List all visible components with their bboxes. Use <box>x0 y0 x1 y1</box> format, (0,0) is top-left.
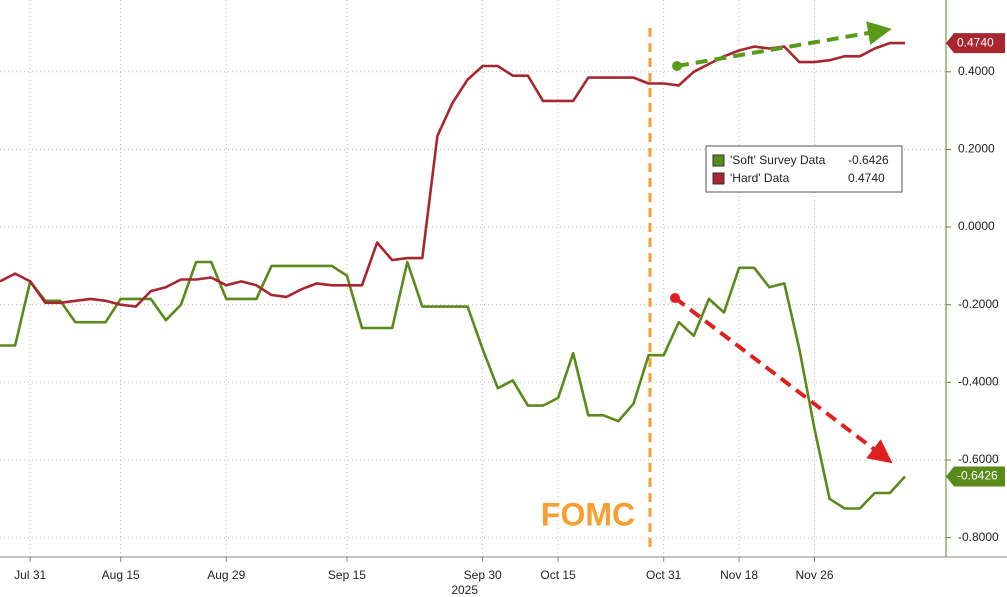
x-tick-label: Aug 15 <box>102 568 140 582</box>
y-tick-label: 0.2000 <box>958 142 995 156</box>
legend-value: -0.6426 <box>848 153 889 167</box>
arrow-start <box>672 61 682 71</box>
grid <box>0 0 946 557</box>
last-value-tag <box>946 466 1005 487</box>
x-tick-label: Sep 30 <box>464 568 502 582</box>
legend-swatch <box>712 172 725 185</box>
trend-arrow <box>676 21 892 68</box>
legend-label: 'Hard' Data <box>730 171 790 185</box>
y-tick-label: 0.4000 <box>958 64 995 78</box>
trend-arrow <box>673 296 893 464</box>
last-value-label: 0.4740 <box>957 35 994 49</box>
series-line <box>0 41 905 308</box>
x-tick-label: Oct 31 <box>646 568 682 582</box>
y-tick-label: -0.8000 <box>958 530 999 544</box>
x-tick-label: Jul 31 <box>14 568 46 582</box>
x-tick-label: Oct 15 <box>540 568 576 582</box>
legend: 'Soft' Survey Data -0.6426 'Hard' Data 0… <box>705 145 903 193</box>
x-tick-label: Sep 15 <box>328 568 366 582</box>
y-tick-label: -0.2000 <box>958 297 999 311</box>
y-tick-label: 0.0000 <box>958 219 995 233</box>
legend-box <box>705 145 903 193</box>
last-value-tag <box>946 33 1005 54</box>
fomc-label: FOMC <box>541 496 635 532</box>
arrow-start <box>670 293 680 303</box>
x-tick-label: Nov 26 <box>795 568 833 582</box>
axes: 0.4000 0.2000 0.0000 -0.2000 -0.4000 -0.6000 -… <box>14 33 1005 597</box>
x-tick-label: Nov 18 <box>720 568 758 582</box>
series <box>0 41 906 510</box>
y-tick-label: -0.4000 <box>958 375 999 389</box>
legend-swatch <box>712 154 725 167</box>
x-tick-label: Aug 29 <box>207 568 245 582</box>
legend-value: 0.4740 <box>848 171 885 185</box>
last-value-label: -0.6426 <box>957 469 998 483</box>
year-label: 2025 <box>451 583 478 597</box>
series-line <box>0 260 906 510</box>
legend-label: 'Soft' Survey Data <box>730 153 826 167</box>
y-tick-label: -0.6000 <box>958 452 999 466</box>
